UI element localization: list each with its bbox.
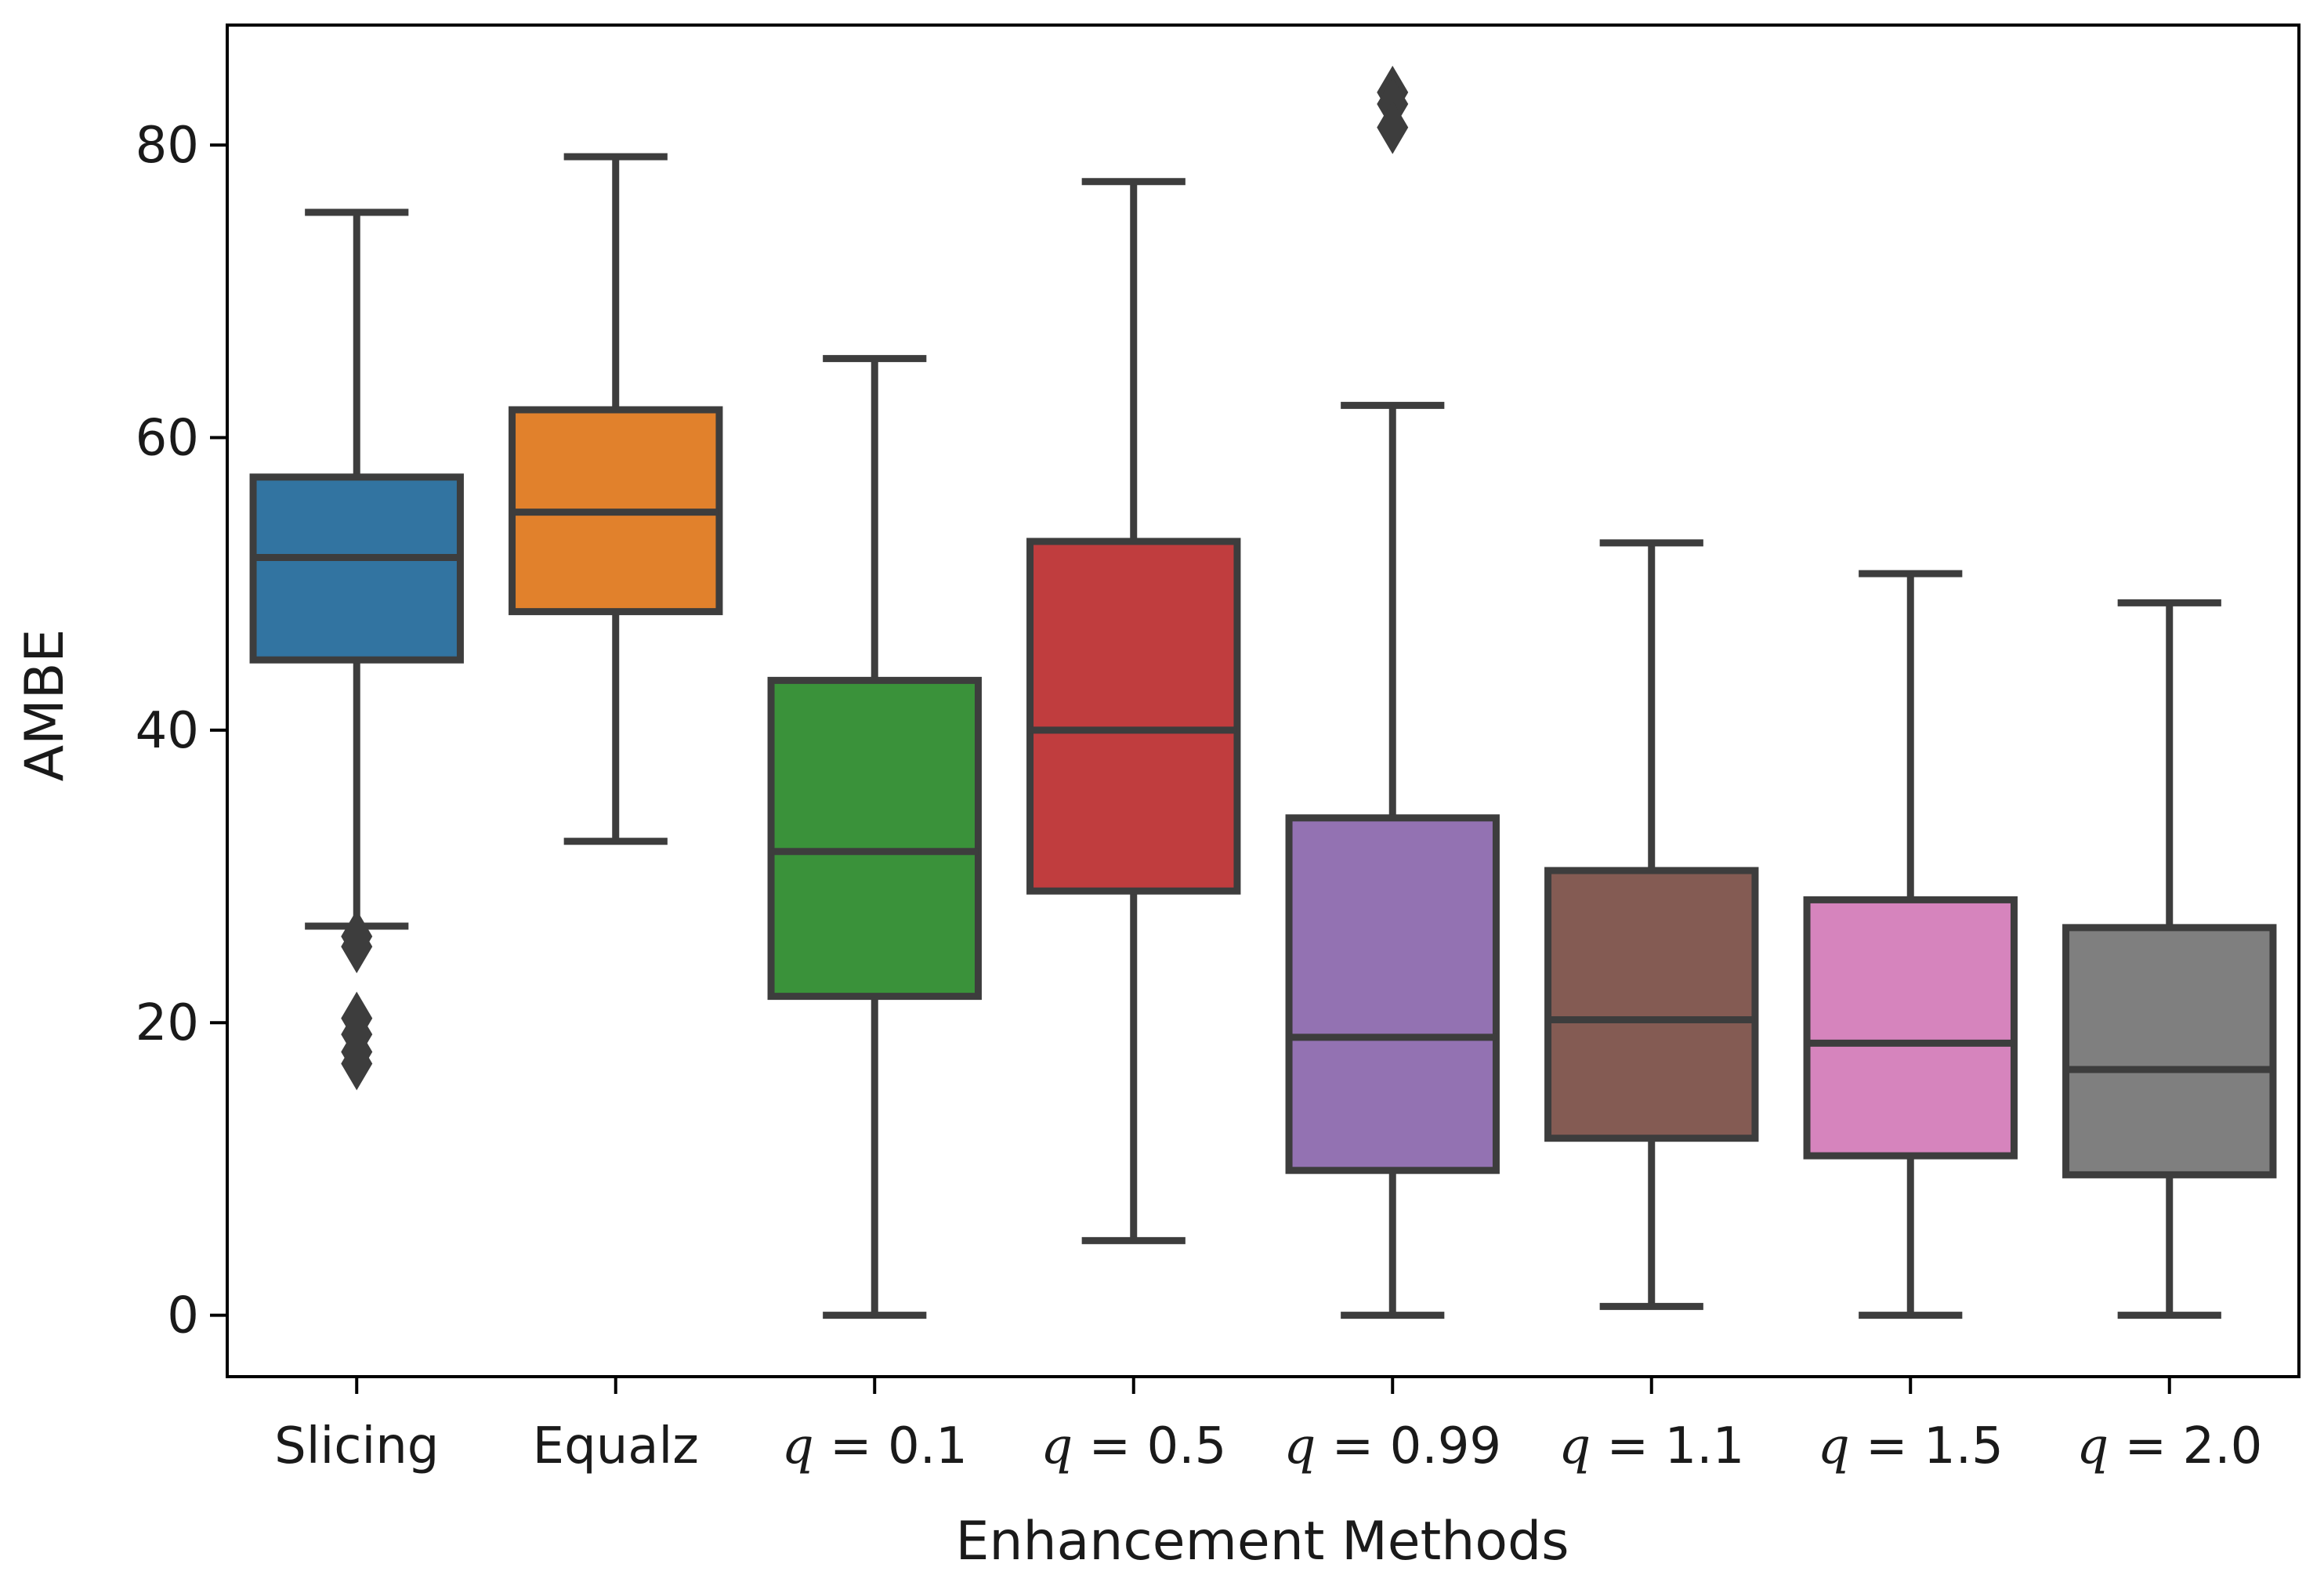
y-axis-title: AMBE	[14, 629, 76, 782]
x-tick-label: q = 1.5	[1818, 1417, 2004, 1475]
iqr-box	[249, 473, 464, 664]
axes-layer: 0 20 40 60 80 Slicing Equalz q = 0.1 q = 0.5 q = …	[136, 24, 2300, 1475]
x-tick-label: q = 1.1	[1558, 1417, 1744, 1475]
iqr-box	[1803, 896, 2018, 1160]
x-axis-title: Enhancement Methods	[955, 1511, 1569, 1573]
x-tick-label: q = 0.99	[1283, 1417, 1501, 1475]
box-group-4	[1026, 178, 1241, 1244]
box-group-2	[509, 153, 723, 845]
y-tick-label: 40	[136, 702, 199, 760]
outlier-point	[1377, 100, 1409, 154]
box-group-1	[249, 208, 464, 1091]
outlier-point	[341, 910, 373, 964]
x-tick-label: q = 0.5	[1041, 1417, 1226, 1475]
iqr-box	[1026, 538, 1241, 895]
box-group-8	[2062, 599, 2277, 1319]
box-group-6	[1544, 539, 1759, 1310]
y-tick-label: 0	[167, 1287, 199, 1345]
x-tick-label: q = 0.1	[782, 1417, 968, 1475]
box-group-3	[767, 355, 982, 1319]
iqr-box	[767, 676, 982, 1001]
y-tick-label: 80	[136, 117, 199, 175]
x-tick-label: Equalz	[533, 1417, 699, 1475]
box-group-7	[1803, 570, 2018, 1319]
x-tick-label: q = 2.0	[2076, 1417, 2262, 1475]
plot-frame	[226, 24, 2300, 1378]
iqr-box	[1285, 814, 1500, 1175]
box-group-5	[1285, 65, 1500, 1319]
y-tick-label: 60	[136, 409, 199, 467]
boxes-layer	[249, 65, 2277, 1319]
iqr-box	[2062, 924, 2277, 1178]
outlier-point	[341, 1037, 373, 1091]
iqr-box	[1544, 867, 1759, 1142]
y-tick-label: 20	[136, 994, 199, 1052]
x-tick-label: Slicing	[274, 1417, 439, 1475]
